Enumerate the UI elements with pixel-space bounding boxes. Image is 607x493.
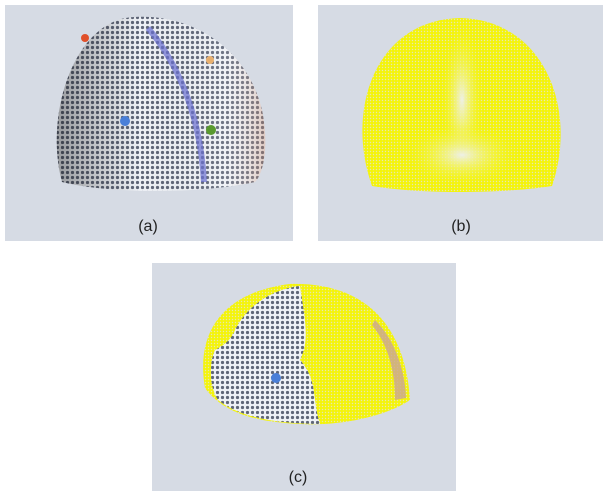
marker-dot: [120, 116, 130, 126]
panel-a: (a): [5, 5, 293, 241]
marker-dot: [206, 125, 216, 135]
panel-c: (c): [152, 263, 456, 491]
mesh-region: [210, 286, 320, 424]
marker-dot: [206, 56, 214, 64]
marker-dot: [271, 373, 281, 383]
mesh-edge: [372, 320, 406, 400]
sparse-region: [402, 123, 522, 187]
panel-label: (a): [138, 218, 158, 235]
marker-stripe: [145, 26, 207, 183]
panel-label: (b): [451, 218, 471, 235]
panel-label: (c): [289, 469, 308, 486]
marker-dot: [81, 34, 89, 42]
panel-b: (b): [318, 5, 603, 241]
